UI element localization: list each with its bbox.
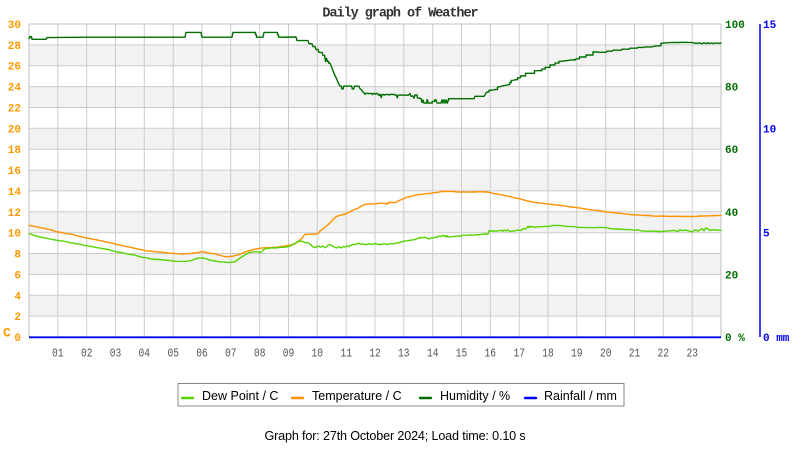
- svg-text:0: 0: [14, 333, 21, 345]
- svg-text:16: 16: [485, 347, 497, 361]
- svg-text:Rainfall / mm: Rainfall / mm: [544, 389, 617, 403]
- svg-text:40: 40: [725, 208, 738, 220]
- svg-text:04: 04: [139, 347, 151, 361]
- svg-text:20: 20: [8, 124, 21, 136]
- svg-text:60: 60: [725, 145, 738, 157]
- svg-text:26: 26: [8, 62, 21, 74]
- svg-text:24: 24: [8, 83, 22, 95]
- svg-text:10: 10: [8, 229, 21, 241]
- svg-text:22: 22: [658, 347, 670, 361]
- svg-text:03: 03: [110, 347, 122, 361]
- svg-text:0 mm: 0 mm: [763, 333, 790, 345]
- svg-text:12: 12: [369, 347, 381, 361]
- svg-text:Graph for: 27th October 2024;: Graph for: 27th October 2024; Load time:…: [264, 429, 525, 443]
- svg-text:28: 28: [8, 41, 22, 53]
- svg-text:6: 6: [14, 270, 21, 282]
- svg-text:Temperature / C: Temperature / C: [312, 389, 402, 403]
- svg-text:8: 8: [14, 250, 21, 262]
- svg-text:18: 18: [8, 145, 22, 157]
- svg-text:11: 11: [340, 347, 352, 361]
- svg-text:13: 13: [398, 347, 410, 361]
- svg-text:23: 23: [686, 347, 698, 361]
- svg-text:2: 2: [14, 312, 21, 324]
- svg-text:Humidity / %: Humidity / %: [440, 389, 510, 403]
- svg-text:18: 18: [542, 347, 554, 361]
- svg-text:30: 30: [8, 20, 21, 32]
- svg-text:01: 01: [52, 347, 64, 361]
- svg-text:19: 19: [571, 347, 583, 361]
- svg-text:14: 14: [8, 187, 22, 199]
- svg-text:16: 16: [8, 166, 21, 178]
- svg-text:17: 17: [513, 347, 525, 361]
- svg-text:5: 5: [763, 229, 770, 241]
- svg-text:100: 100: [725, 20, 745, 32]
- svg-text:06: 06: [196, 347, 208, 361]
- svg-text:12: 12: [8, 208, 21, 220]
- svg-text:Dew Point / C: Dew Point / C: [202, 389, 278, 403]
- svg-text:0 %: 0 %: [725, 333, 745, 345]
- svg-text:4: 4: [14, 291, 21, 303]
- svg-text:20: 20: [600, 347, 612, 361]
- svg-text:09: 09: [283, 347, 295, 361]
- svg-text:C: C: [3, 326, 11, 341]
- svg-text:Daily graph of Weather: Daily graph of Weather: [322, 7, 478, 22]
- svg-text:10: 10: [763, 124, 776, 136]
- svg-text:22: 22: [8, 104, 21, 116]
- svg-text:20: 20: [725, 270, 738, 282]
- svg-text:15: 15: [763, 20, 777, 32]
- svg-text:15: 15: [456, 347, 468, 361]
- svg-text:02: 02: [81, 347, 93, 361]
- svg-text:05: 05: [167, 347, 179, 361]
- svg-text:21: 21: [629, 347, 641, 361]
- svg-text:80: 80: [725, 83, 738, 95]
- svg-text:07: 07: [225, 347, 237, 361]
- svg-text:08: 08: [254, 347, 266, 361]
- svg-text:14: 14: [427, 347, 439, 361]
- svg-text:10: 10: [312, 347, 324, 361]
